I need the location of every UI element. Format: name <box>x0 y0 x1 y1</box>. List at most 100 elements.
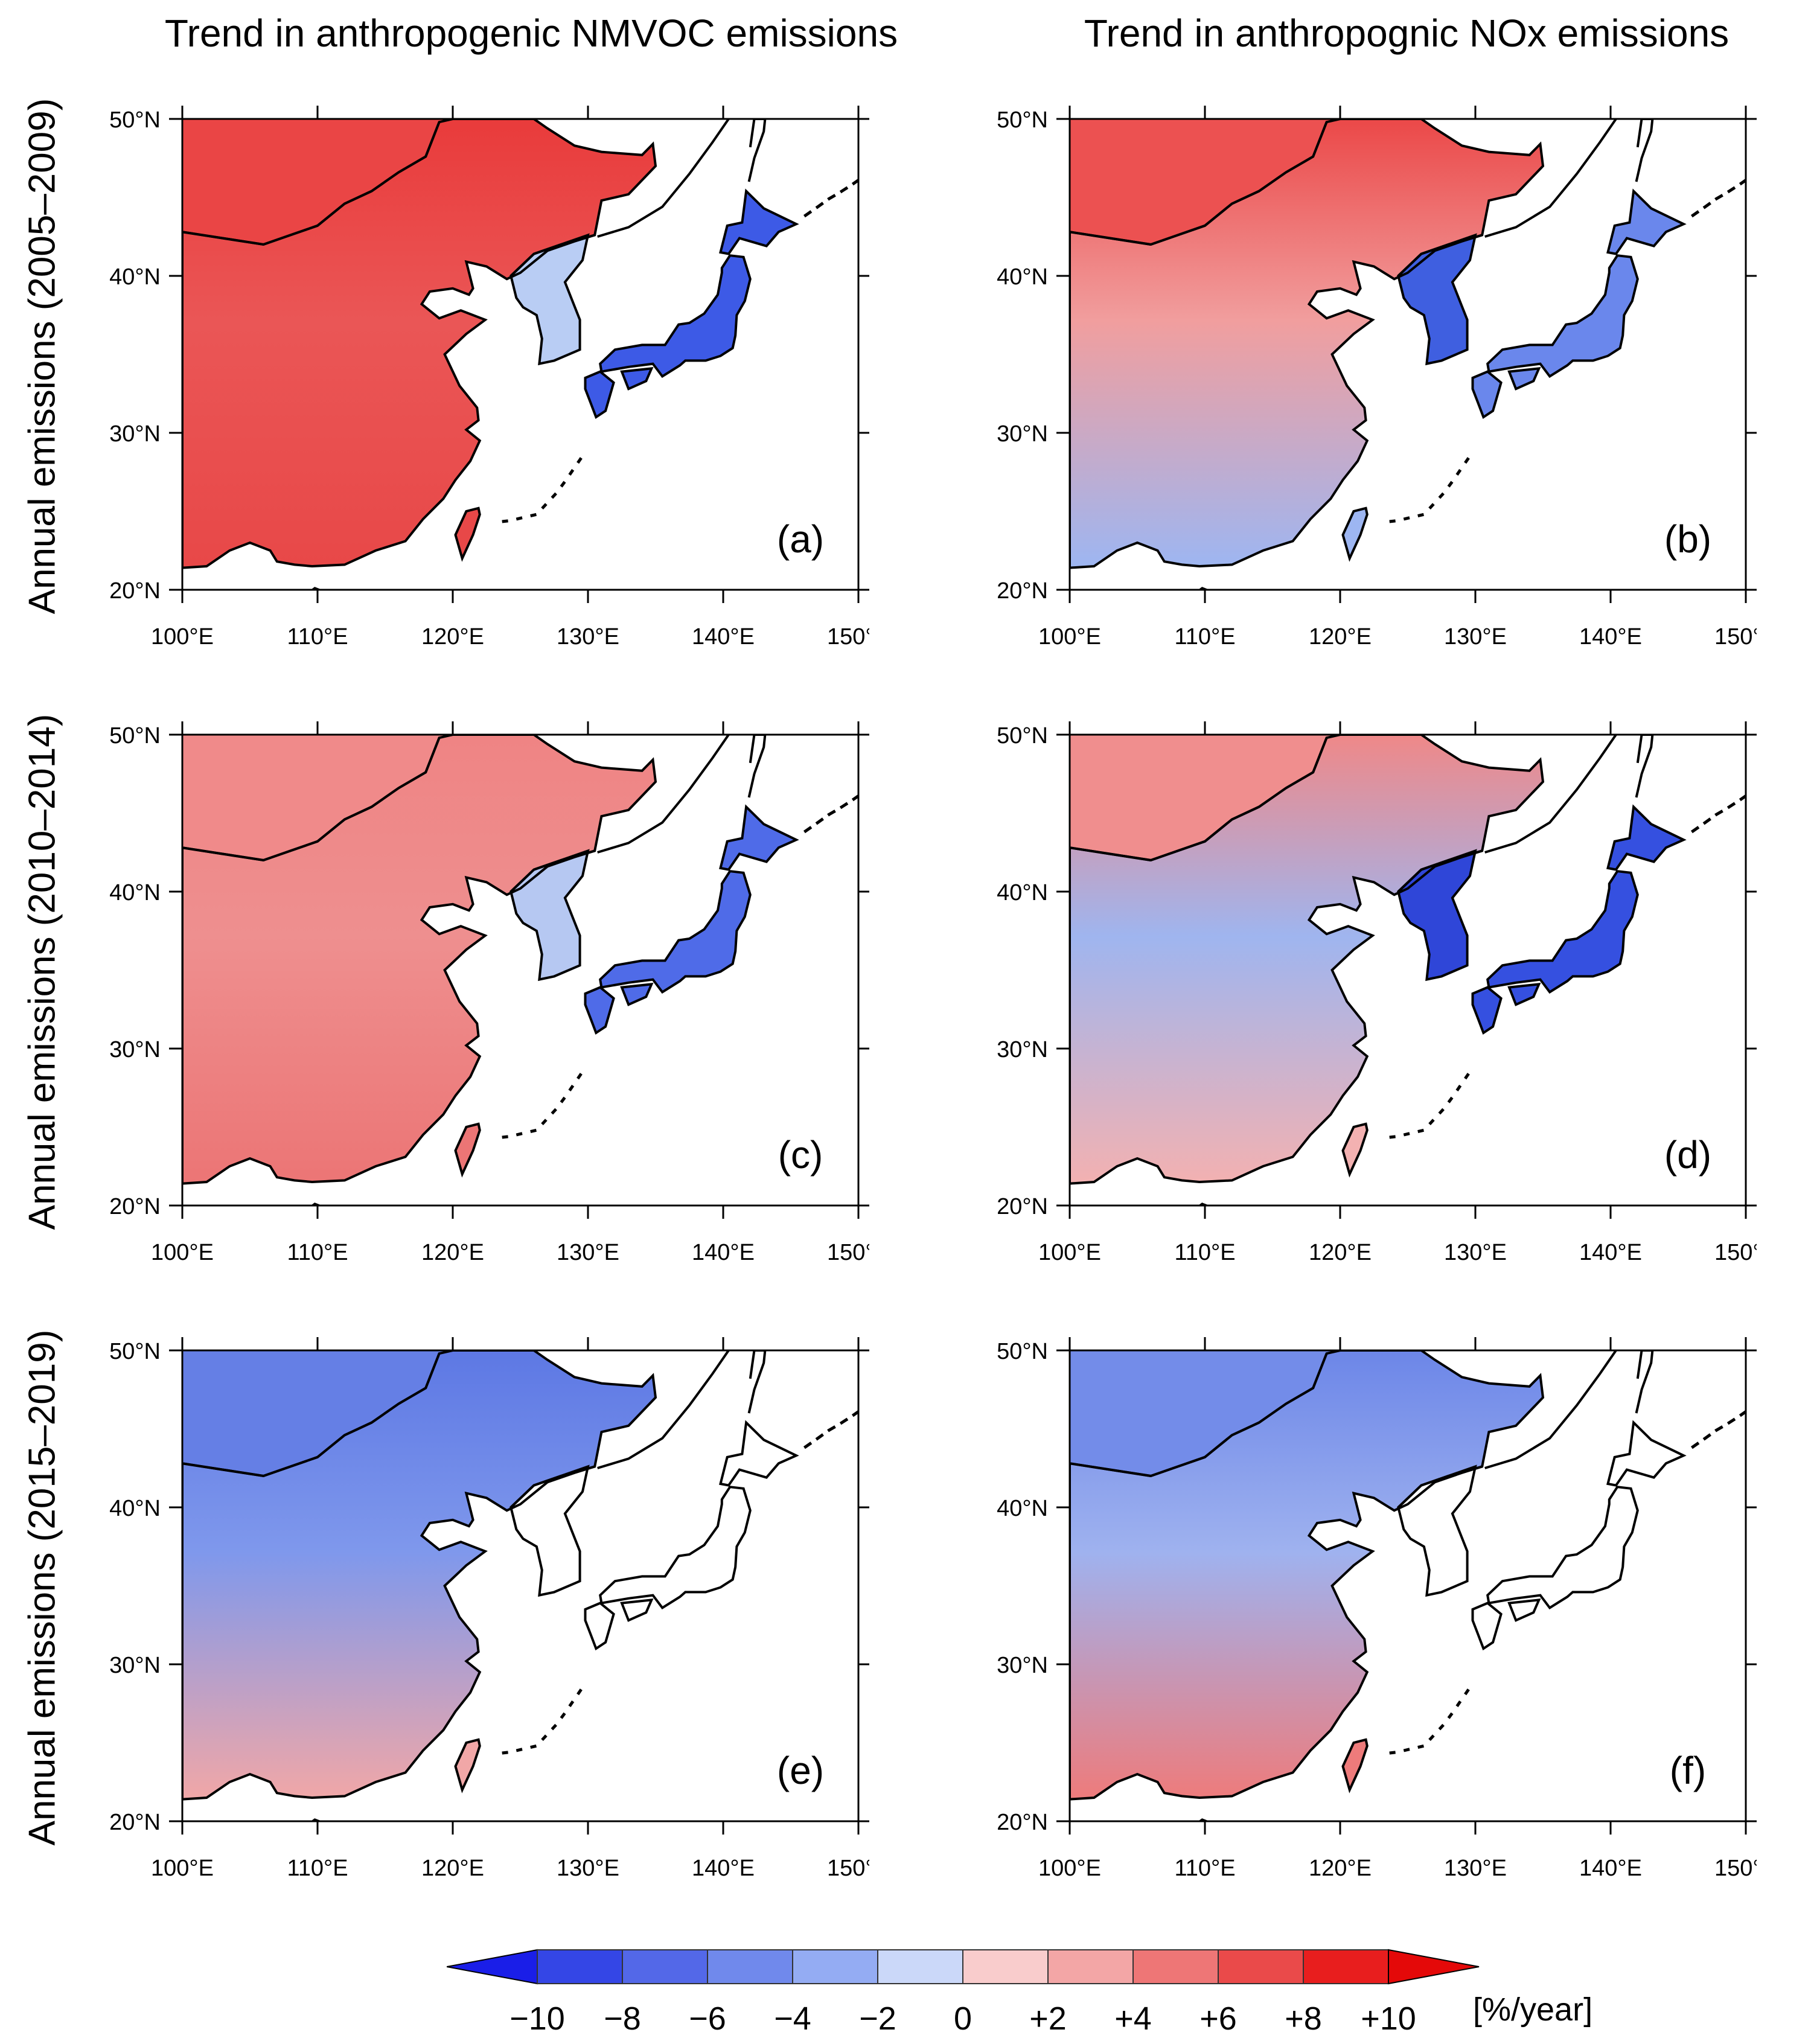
lon-label: 100°E <box>1038 624 1101 650</box>
region-mongolia <box>182 735 453 860</box>
region-china <box>1070 1350 1543 1800</box>
region-china <box>182 119 656 568</box>
coastline-kuril <box>803 794 858 834</box>
region-japan-island <box>584 370 615 420</box>
lat-label: 40°N <box>109 1496 161 1521</box>
lat-label: 20°N <box>997 1194 1048 1219</box>
panel-label: (d) <box>1664 1133 1711 1177</box>
colorbar-unit: [%/year] <box>1473 1991 1593 2028</box>
coastline-kuril <box>803 1410 858 1449</box>
lat-label: 30°N <box>109 1653 161 1678</box>
region-mongolia <box>1070 735 1340 860</box>
coastline-sakhalin <box>1635 1350 1654 1414</box>
lat-label: 40°N <box>109 264 161 290</box>
colorbar-box <box>1218 1949 1304 1984</box>
coastline-kuril <box>1690 794 1746 834</box>
region-japan-island <box>1507 367 1541 391</box>
region-japan-island <box>620 367 654 391</box>
region-hainan <box>310 587 322 590</box>
lon-label: 130°E <box>557 1856 619 1881</box>
map-panel-c: 50°N 40°N 30°N 20°N 100°E 110°E 120°E 130°E 140°… <box>24 715 869 1343</box>
lon-label: 110°E <box>1174 1240 1235 1265</box>
coastline-kuril <box>1690 1410 1746 1449</box>
coastline-kuril <box>1690 179 1746 218</box>
lon-label: 100°E <box>151 624 214 650</box>
lon-label: 150°E <box>827 1856 869 1881</box>
region-china <box>182 735 656 1184</box>
coastline <box>1070 119 1545 569</box>
lon-label: 100°E <box>151 1856 214 1881</box>
lon-label: 140°E <box>1579 1856 1642 1881</box>
colorbar-tick-label: −2 <box>859 2001 896 2037</box>
lon-label: 110°E <box>1174 1856 1235 1881</box>
lon-label: 110°E <box>287 1856 348 1881</box>
region-japan-island <box>584 1602 615 1651</box>
region-hainan <box>1198 1202 1210 1206</box>
lon-label: 120°E <box>1309 1240 1372 1265</box>
coastline <box>182 735 657 1185</box>
border-mongolia <box>1070 1353 1328 1478</box>
colorbar-box <box>537 1949 623 1984</box>
region-japan-island <box>1507 1598 1541 1622</box>
region-japan-island <box>719 188 799 255</box>
coastline-sakhalin <box>747 1350 767 1414</box>
region-hainan <box>310 1202 322 1206</box>
map-svg: 50°N 40°N 30°N 20°N 100°E 110°E 120°E 130°E 140°… <box>109 1337 869 1881</box>
coastline-ryukyu <box>496 1073 583 1140</box>
region-japan-island <box>1486 254 1639 378</box>
colorbar-tick-label: +6 <box>1199 2001 1237 2037</box>
region-taiwan <box>454 1738 481 1793</box>
coastline-ryukyu <box>1383 1688 1470 1755</box>
lon-label: 100°E <box>151 1240 214 1265</box>
region-taiwan <box>1341 1738 1369 1793</box>
region-japan-island <box>620 983 654 1006</box>
coastline-ryukyu <box>1383 1073 1470 1140</box>
map-svg: 50°N 40°N 30°N 20°N 100°E 110°E 120°E 130°E 140°… <box>109 721 869 1265</box>
lon-label: 110°E <box>287 1240 348 1265</box>
coastline-sakhalin <box>1635 735 1654 798</box>
coastline-russia <box>597 119 730 238</box>
coastline-ryukyu <box>496 457 583 524</box>
lat-label: 30°N <box>109 1037 161 1062</box>
map-panel-e: 50°N 40°N 30°N 20°N 100°E 110°E 120°E 130°E 140°… <box>24 1331 869 1959</box>
colorbar-box <box>877 1949 963 1984</box>
lat-label: 20°N <box>997 1810 1048 1835</box>
colorbar-tick-label: −8 <box>604 2001 641 2037</box>
lon-label: 130°E <box>557 624 619 650</box>
map-panel-d: 50°N 40°N 30°N 20°N 100°E 110°E 120°E 130°E 140°… <box>912 715 1757 1343</box>
lon-label: 130°E <box>1444 1856 1507 1881</box>
lat-label: 50°N <box>997 107 1048 133</box>
map-frame <box>181 118 860 591</box>
border-korea <box>1397 849 1483 893</box>
region-japan-island <box>1471 370 1503 420</box>
colorbar-tick-label: −4 <box>774 2001 811 2037</box>
border-korea <box>509 1465 595 1509</box>
column-title-nmvoc: Trend in anthropogenic NMVOC emissions <box>164 11 898 55</box>
panel-label: (e) <box>777 1749 824 1792</box>
lon-label: 140°E <box>692 1240 755 1265</box>
map-frame <box>181 1349 860 1822</box>
region-taiwan <box>1341 1122 1369 1178</box>
lon-label: 140°E <box>1579 624 1642 650</box>
lat-label: 30°N <box>109 421 161 447</box>
lat-label: 40°N <box>997 1496 1048 1521</box>
lon-label: 150°E <box>1714 1240 1757 1265</box>
lon-label: 120°E <box>421 1856 484 1881</box>
region-mongolia <box>182 1350 453 1476</box>
lat-label: 20°N <box>109 578 161 604</box>
lon-label: 130°E <box>1444 1240 1507 1265</box>
lat-label: 50°N <box>109 107 161 133</box>
region-japan-island <box>599 254 752 378</box>
map-panel-a: 50°N 40°N 30°N 20°N 100°E 110°E 120°E 130°E 140°… <box>24 100 869 727</box>
region-japan-island <box>719 804 799 871</box>
region-japan-island <box>1606 1420 1687 1487</box>
map-svg: 50°N 40°N 30°N 20°N 100°E 110°E 120°E 130°E 140°… <box>109 106 869 650</box>
colorbar-under-arrow <box>447 1949 538 1985</box>
lon-label: 140°E <box>692 1856 755 1881</box>
coastline-sakhalin <box>747 119 767 182</box>
lon-label: 100°E <box>1038 1240 1101 1265</box>
region-japan-island <box>1486 870 1639 994</box>
coastline-russia <box>597 1350 730 1469</box>
colorbar-box <box>1132 1949 1219 1984</box>
lon-label: 110°E <box>287 624 348 650</box>
